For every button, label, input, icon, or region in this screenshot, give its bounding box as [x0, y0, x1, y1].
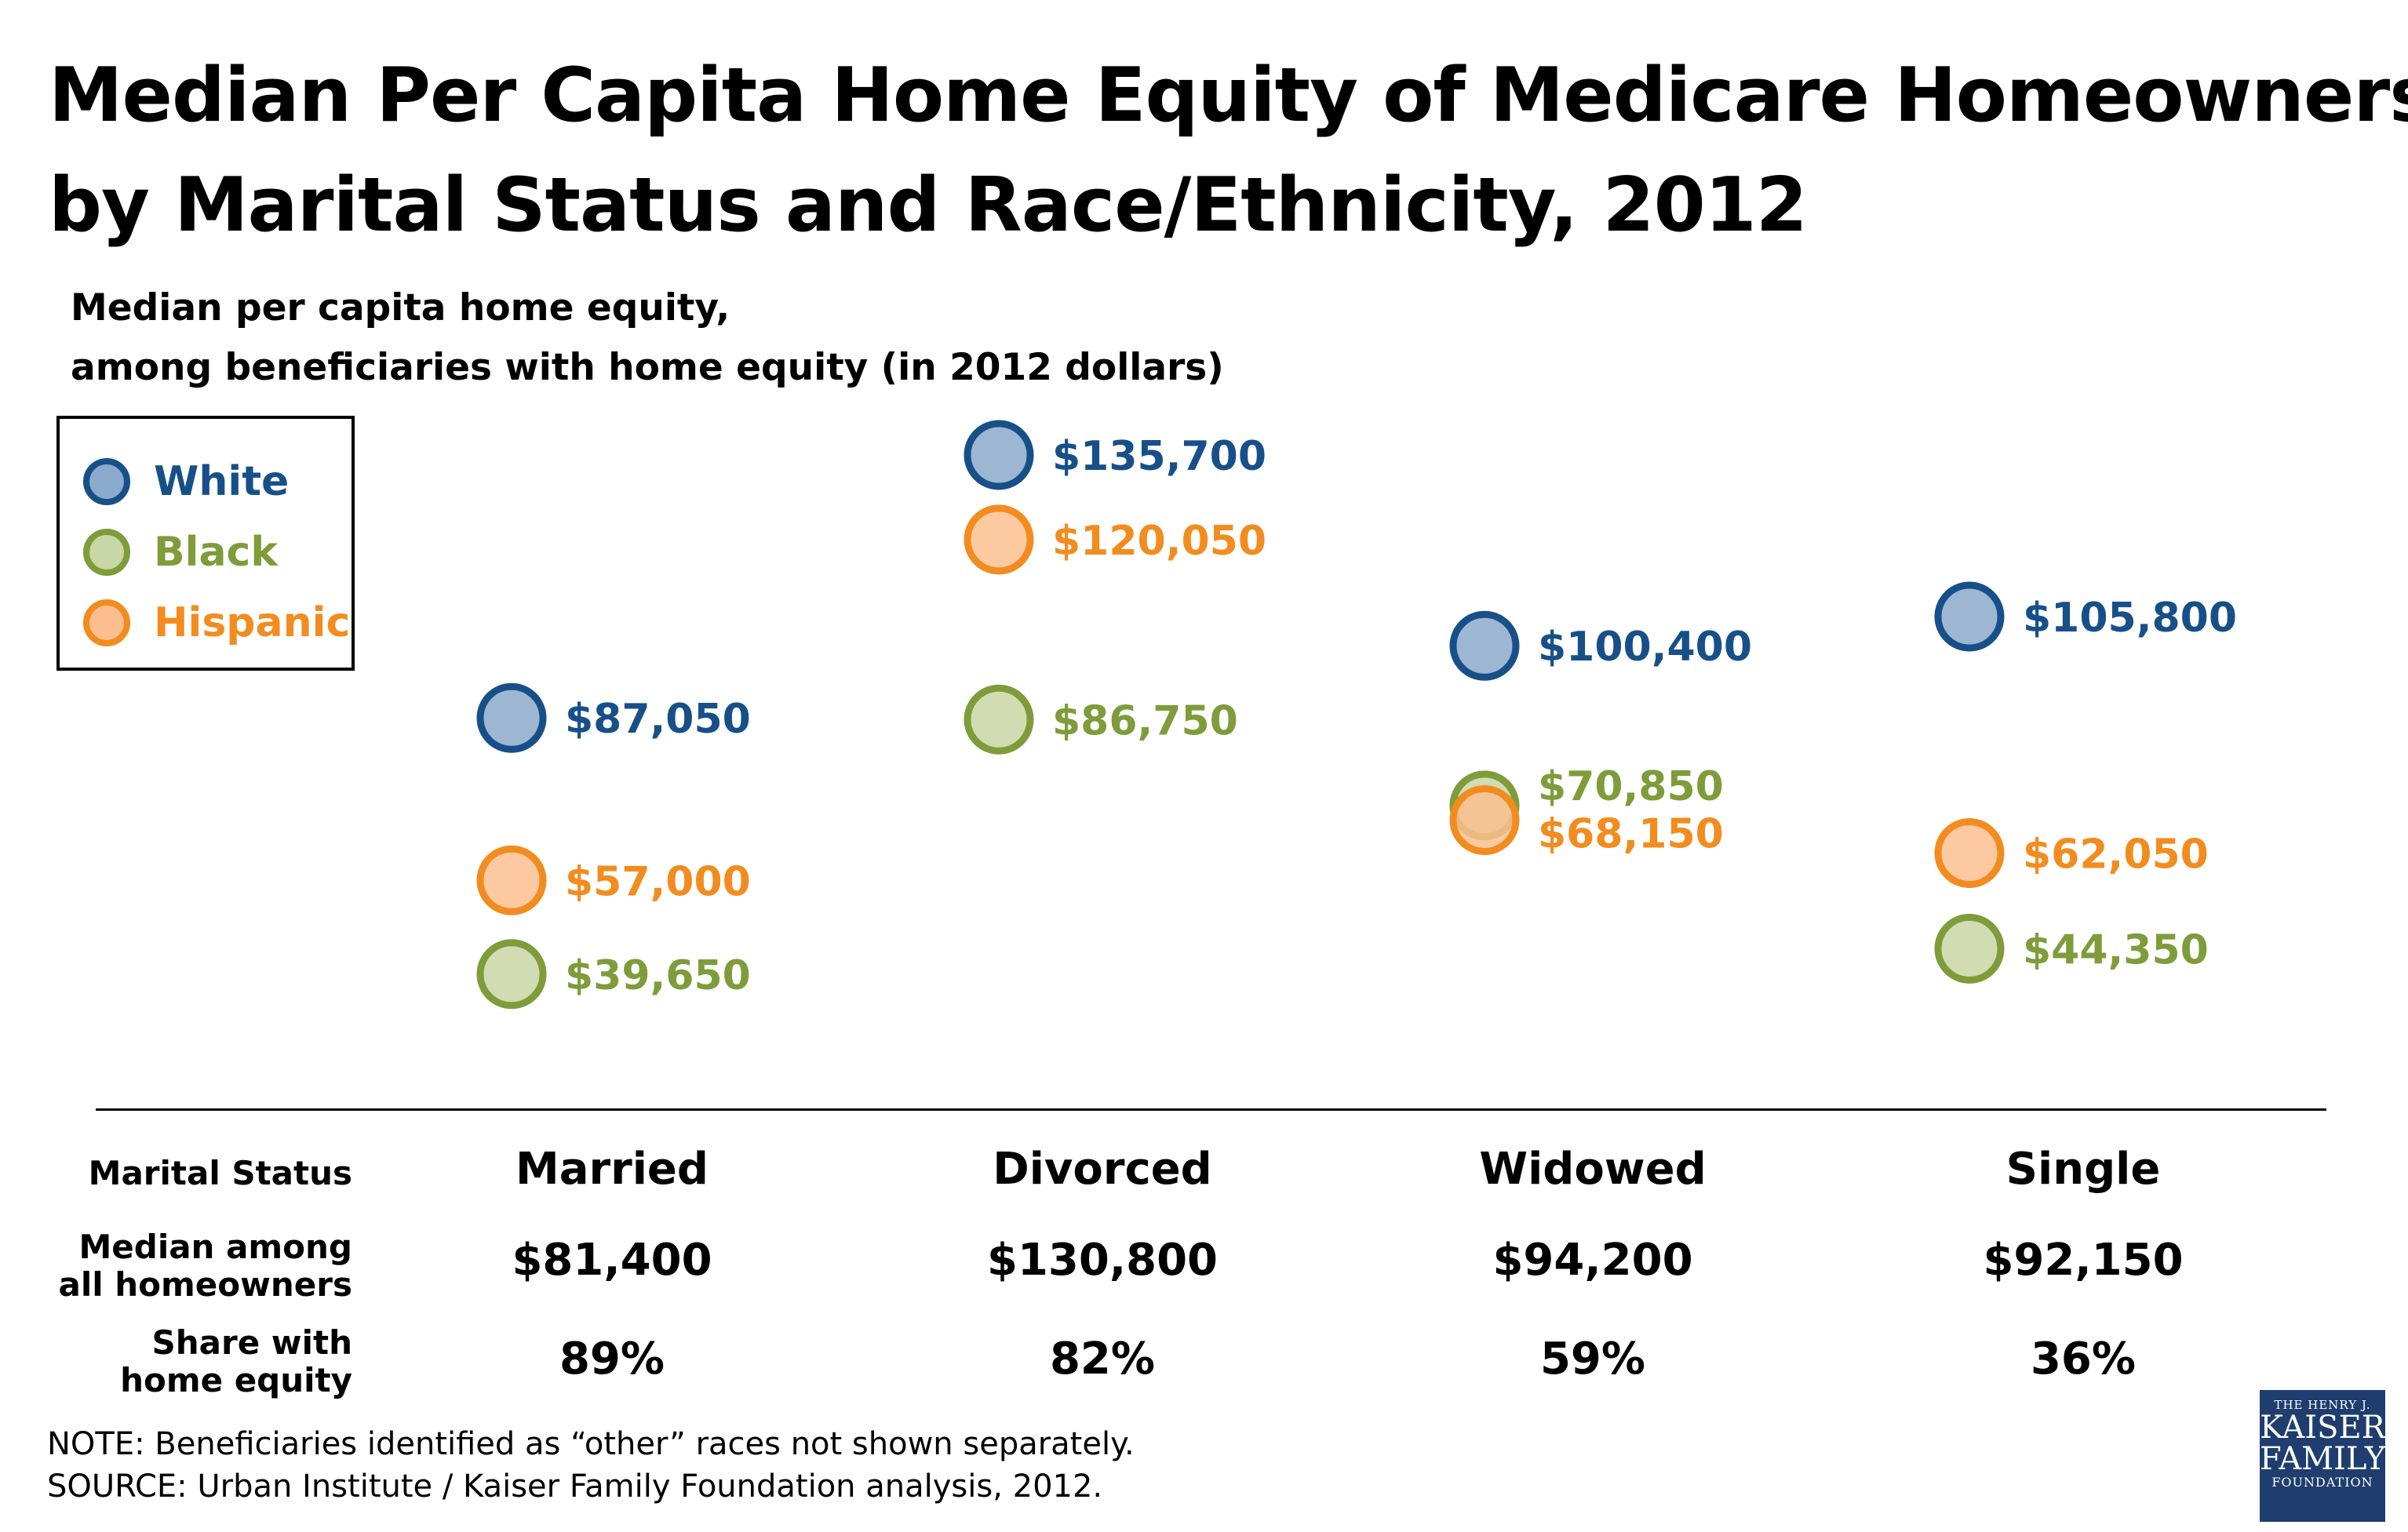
data-label-white-divorced: $135,700 — [1052, 433, 1266, 480]
status-single: Single — [2005, 1144, 2161, 1195]
data-label-black-married: $39,650 — [565, 952, 751, 999]
note-text: NOTE: Beneficiaries identified as “other… — [47, 1426, 1135, 1462]
logo-line-2: KAISER — [2260, 1410, 2385, 1446]
status-widowed: Widowed — [1479, 1144, 1707, 1195]
row-label-share-line-2: home equity — [120, 1361, 352, 1399]
legend-dot-white — [83, 458, 130, 505]
data-label-black-widowed: $70,850 — [1538, 763, 1724, 810]
legend-label-white: White — [154, 458, 290, 505]
title-line-2: by Marital Status and Race/Ethnicity, 20… — [49, 162, 1808, 249]
chart-subtitle: Median per capita home equity, among ben… — [71, 278, 1224, 398]
median-widowed: $94,200 — [1492, 1235, 1693, 1286]
legend-label-black: Black — [154, 529, 278, 576]
share-married: 89% — [559, 1334, 665, 1385]
legend: White Black Hispanic — [56, 416, 355, 671]
data-label-black-divorced: $86,750 — [1052, 697, 1238, 744]
data-label-white-single: $105,800 — [2023, 595, 2237, 642]
dot-white-widowed — [1449, 610, 1520, 681]
share-single: 36% — [2030, 1334, 2137, 1385]
dot-white-married — [476, 682, 547, 753]
legend-item-white: White — [83, 450, 289, 513]
subtitle-line-2: among beneficiaries with home equity (in… — [71, 346, 1224, 389]
row-label-median-line-2: all homeowners — [58, 1265, 352, 1304]
dot-hispanic-divorced — [964, 504, 1034, 575]
median-divorced: $130,800 — [986, 1235, 1219, 1286]
dot-black-divorced — [964, 684, 1034, 755]
data-label-white-widowed: $100,400 — [1538, 624, 1752, 671]
data-label-hispanic-divorced: $120,050 — [1052, 518, 1266, 565]
dot-black-single — [1934, 913, 2005, 984]
legend-dot-black — [83, 529, 130, 576]
dot-black-married — [476, 939, 547, 1010]
legend-item-hispanic: Hispanic — [83, 591, 350, 654]
title-line-1: Median Per Capita Home Equity of Medicar… — [49, 53, 2408, 139]
logo-line-3: FAMILY — [2260, 1441, 2386, 1477]
median-married: $81,400 — [512, 1235, 712, 1286]
source-text: SOURCE: Urban Institute / Kaiser Family … — [47, 1468, 1103, 1505]
data-label-black-single: $44,350 — [2023, 926, 2209, 973]
legend-item-black: Black — [83, 521, 278, 584]
dot-white-single — [1934, 581, 2005, 652]
share-divorced: 82% — [1049, 1334, 1156, 1385]
chart-title: Median Per Capita Home Equity of Medicar… — [49, 41, 2408, 260]
legend-dot-hispanic — [83, 599, 130, 646]
row-label-share-line-1: Share with — [151, 1323, 353, 1362]
data-label-white-married: $87,050 — [565, 696, 751, 743]
logo-line-4: FOUNDATION — [2271, 1475, 2373, 1490]
data-label-hispanic-single: $62,050 — [2023, 831, 2209, 878]
data-label-hispanic-married: $57,000 — [565, 858, 751, 905]
median-single: $92,150 — [1983, 1235, 2184, 1286]
dot-hispanic-single — [1934, 817, 2005, 888]
dot-white-divorced — [964, 420, 1034, 490]
share-widowed: 59% — [1539, 1334, 1646, 1385]
data-label-hispanic-widowed: $68,150 — [1538, 810, 1724, 857]
status-married: Married — [515, 1144, 709, 1195]
dot-hispanic-widowed — [1449, 784, 1520, 855]
dot-hispanic-married — [476, 845, 547, 915]
row-label-marital-status: Marital Status — [88, 1154, 352, 1192]
status-divorced: Divorced — [993, 1144, 1212, 1195]
legend-label-hispanic: Hispanic — [154, 599, 351, 646]
subtitle-line-1: Median per capita home equity, — [71, 286, 730, 329]
divider-line — [96, 1108, 2326, 1111]
logo-line-1: THE HENRY J. — [2274, 1398, 2371, 1412]
kff-logo: THE HENRY J. KAISER FAMILY FOUNDATION — [2260, 1390, 2385, 1522]
row-label-median-line-1: Median among — [78, 1228, 352, 1266]
